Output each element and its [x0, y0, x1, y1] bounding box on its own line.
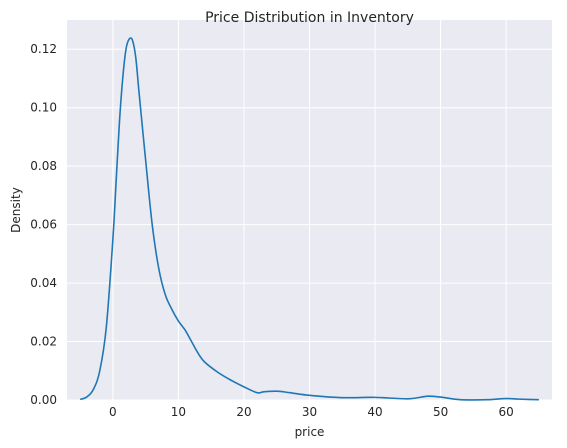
x-tick-label: 10	[171, 405, 186, 419]
x-tick-label: 40	[367, 405, 382, 419]
series-lines	[79, 37, 539, 401]
x-axis-label: price	[295, 425, 325, 439]
x-tick-label: 0	[109, 405, 117, 419]
x-tick-label: 50	[433, 405, 448, 419]
y-tick-label: 0.10	[30, 101, 57, 115]
density-line	[79, 37, 539, 401]
y-tick-label: 0.12	[30, 42, 57, 56]
x-tick-label: 60	[498, 405, 513, 419]
y-tick-label: 0.02	[30, 335, 57, 349]
y-tick-label: 0.08	[30, 159, 57, 173]
x-tick-label: 30	[302, 405, 317, 419]
y-tick-label: 0.00	[30, 393, 57, 407]
y-tick-label: 0.04	[30, 276, 57, 290]
x-tick-labels: 0 10 20 30 40 50 60	[109, 405, 514, 419]
y-axis-label: Density	[9, 187, 23, 233]
y-tick-label: 0.06	[30, 218, 57, 232]
grid-lines	[67, 20, 552, 401]
chart-title: Price Distribution in Inventory	[205, 10, 414, 26]
y-tick-labels: 0.00 0.02 0.04 0.06 0.08 0.10 0.12	[30, 42, 57, 407]
x-tick-label: 20	[236, 405, 251, 419]
